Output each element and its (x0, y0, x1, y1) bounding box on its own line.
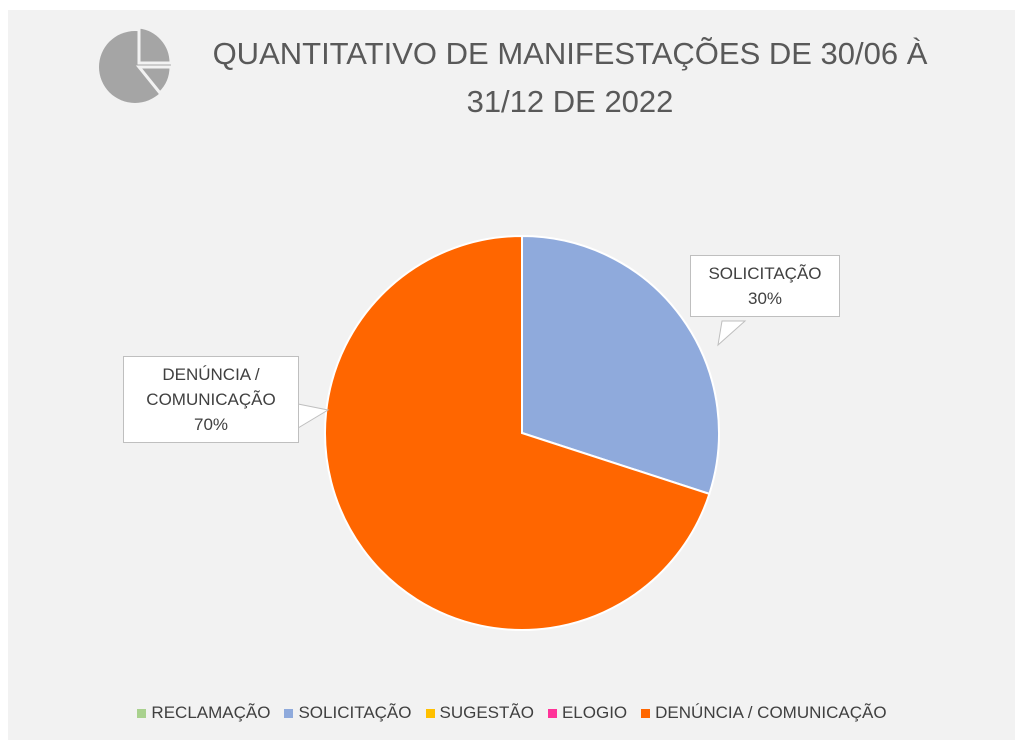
legend-label: DENÚNCIA / COMUNICAÇÃO (655, 703, 887, 722)
data-label-category: DENÚNCIA / COMUNICAÇÃO (146, 365, 276, 409)
data-label-category: SOLICITAÇÃO (708, 264, 822, 283)
legend-label: ELOGIO (561, 703, 628, 722)
pie-slice (521, 234, 720, 496)
data-label-value: 70% (193, 415, 229, 434)
legend: RECLAMAÇÃO SOLICITAÇÃO SUGESTÃO ELOGIO DENÚN… (0, 703, 1024, 723)
data-label: DENÚNCIA / COMUNICAÇÃO 70% (123, 356, 299, 443)
data-label: SOLICITAÇÃO 30% (690, 255, 840, 317)
legend-swatch (137, 708, 147, 718)
legend-item: RECLAMAÇÃO (137, 703, 270, 723)
legend-item: ELOGIO (547, 703, 628, 723)
legend-label: RECLAMAÇÃO (151, 703, 271, 722)
legend-item: DENÚNCIA / COMUNICAÇÃO (641, 703, 887, 723)
chart-title: QUANTITATIVO DE MANIFESTAÇÕES DE 30/06 À… (212, 36, 928, 119)
legend-item: SUGESTÃO (425, 703, 534, 723)
pie (324, 234, 720, 631)
chart-icon (99, 25, 173, 103)
legend-label: SOLICITAÇÃO (298, 703, 412, 722)
legend-label: SUGESTÃO (439, 703, 534, 722)
legend-swatch (547, 708, 557, 718)
data-label-value: 30% (747, 289, 783, 308)
callout-pointer (717, 320, 747, 347)
legend-item: SOLICITAÇÃO (284, 703, 412, 723)
pie-slice (324, 234, 711, 631)
legend-swatch (284, 708, 294, 718)
legend-swatch (425, 708, 435, 718)
legend-swatch (641, 708, 651, 718)
